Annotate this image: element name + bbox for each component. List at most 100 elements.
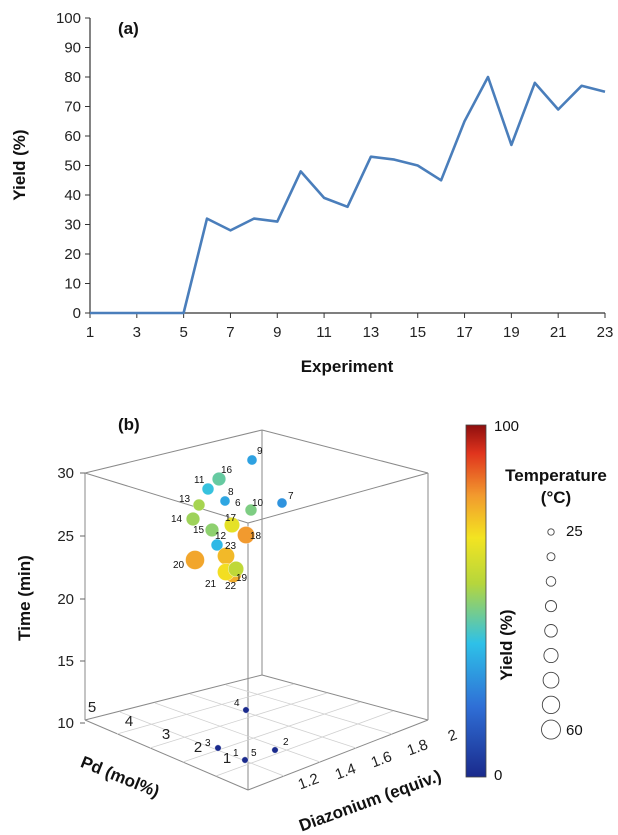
y-tick-label: 10 (64, 276, 81, 293)
bubble-point (276, 497, 288, 509)
point-number-label: 5 (251, 748, 257, 759)
point-number-label: 9 (257, 446, 263, 457)
bubble-point (201, 482, 215, 496)
size-legend-circle (545, 576, 557, 587)
panel-b-label: (b) (118, 415, 140, 434)
size-legend-circle (541, 719, 561, 740)
bubble-point (185, 511, 201, 527)
time-tick-label: 30 (57, 465, 74, 482)
point-number-label: 1 (233, 748, 239, 759)
y-tick-label: 100 (56, 10, 81, 27)
y-tick-label: 90 (64, 40, 81, 57)
y-tick-label: 0 (73, 305, 81, 322)
yield-series-line (90, 75, 606, 315)
point-number-label: 14 (171, 514, 183, 525)
diazonium-axis-label: Diazonium (equiv.) (296, 766, 443, 835)
x-tick-label: 15 (409, 324, 426, 341)
x-tick-label: 5 (179, 324, 187, 341)
bubble-point (242, 706, 250, 714)
point-number-label: 2 (283, 737, 289, 748)
bubble-point (246, 454, 258, 466)
bubble-point (244, 503, 258, 517)
point-number-label: 21 (205, 579, 217, 590)
floor-grid (116, 683, 394, 777)
x-tick-label: 17 (456, 324, 473, 341)
point-number-label: 11 (194, 475, 205, 486)
pd-tick-label: 2 (194, 739, 202, 756)
pd-tick-label: 1 (223, 750, 231, 767)
bubble-point (204, 522, 220, 538)
x-tick-label: 7 (226, 324, 234, 341)
point-number-label: 17 (225, 513, 237, 524)
y-tick-label: 20 (64, 246, 81, 263)
y-tick-label: 50 (64, 158, 81, 175)
panel-a-x-axis-label: Experiment (301, 357, 394, 376)
colorbar-label: Yield (%) (497, 609, 516, 680)
bubble-point (192, 498, 206, 512)
x-tick-label: 1 (86, 324, 94, 341)
panel-a-y-ticks: 0 10 20 30 40 50 60 70 80 90 100 (56, 10, 90, 322)
point-number-label: 23 (225, 541, 237, 552)
time-tick-label: 15 (57, 653, 74, 670)
size-legend-circle (546, 552, 556, 562)
pd-axis-label: Pd (mol%) (78, 753, 162, 802)
time-axis-label: Time (min) (15, 555, 34, 641)
size-legend-circle (542, 671, 560, 689)
colorbar-min-label: 0 (494, 767, 502, 784)
x-tick-label: 19 (503, 324, 520, 341)
pd-tick-label: 5 (88, 699, 96, 716)
x-tick-label: 3 (133, 324, 141, 341)
diazonium-tick-label: 1.6 (369, 748, 394, 771)
y-tick-label: 40 (64, 187, 81, 204)
bubble-point (271, 746, 279, 754)
cube-frame (84, 429, 429, 791)
x-tick-label: 13 (363, 324, 380, 341)
size-legend-circle (543, 647, 559, 664)
size-legend-circle (544, 600, 558, 613)
size-legend-circles (541, 528, 561, 740)
x-tick-label: 11 (316, 324, 332, 341)
point-number-label: 18 (250, 531, 262, 542)
point-number-label: 22 (225, 581, 237, 592)
panel-a-x-ticks: 1 3 5 7 9 11 13 15 17 19 21 23 (86, 313, 613, 341)
y-tick-label: 30 (64, 217, 81, 234)
diazonium-tick-label: 1.4 (333, 760, 358, 783)
panel-a-y-axis-label: Yield (%) (10, 129, 29, 200)
bubble-point (214, 744, 222, 752)
pd-tick-label: 3 (162, 726, 170, 743)
x-tick-label: 21 (550, 324, 567, 341)
point-number-label: 3 (205, 738, 211, 749)
y-tick-label: 70 (64, 99, 81, 116)
bubble-point (210, 538, 224, 552)
y-tick-label: 80 (64, 69, 81, 86)
bubble-point (228, 560, 245, 577)
time-tick-label: 25 (57, 528, 74, 545)
size-legend-max-label: 60 (566, 722, 583, 739)
diazonium-tick-label: 1.2 (296, 770, 321, 793)
point-number-label: 7 (288, 491, 294, 502)
size-legend-min-label: 25 (566, 523, 583, 540)
point-number-label: 15 (193, 525, 205, 536)
bubble-point (241, 756, 249, 764)
point-number-label: 6 (235, 498, 241, 509)
point-number-label: 20 (173, 560, 185, 571)
point-number-label: 16 (221, 465, 233, 476)
size-legend-unit: (°C) (541, 488, 571, 507)
bubble-point (237, 526, 255, 544)
point-number-label: 12 (215, 531, 227, 542)
size-legend-circle (547, 528, 555, 536)
time-tick-label: 10 (57, 715, 74, 732)
size-legend-title: Temperature (505, 466, 607, 485)
bubble-point (224, 516, 241, 533)
diazonium-tick-label: 1.8 (405, 736, 430, 759)
panel-a-label: (a) (118, 19, 139, 38)
colorbar (465, 424, 487, 778)
point-number-label: 19 (236, 573, 248, 584)
bubble-point (185, 550, 205, 570)
y-tick-label: 60 (64, 128, 81, 145)
